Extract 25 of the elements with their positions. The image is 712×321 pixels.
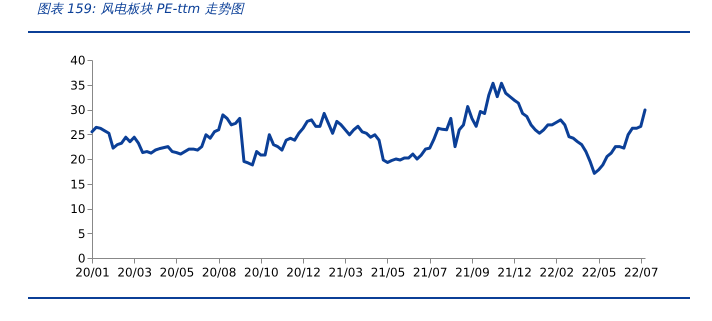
x-tick-label: 22/05 — [582, 266, 616, 280]
line-series — [90, 82, 646, 175]
x-tick-label: 20/03 — [117, 266, 152, 280]
y-tick-label: 20 — [70, 152, 86, 166]
y-tick-label: 15 — [70, 177, 86, 192]
x-tick-label: 21/07 — [412, 266, 448, 280]
x-tick-label: 21/12 — [497, 266, 532, 280]
x-tick-label: 20/05 — [160, 266, 194, 280]
x-tick-label: 20/12 — [286, 266, 321, 280]
y-tick-label: 35 — [70, 78, 86, 92]
x-tick-label: 20/08 — [202, 266, 236, 280]
y-tick-label: 10 — [70, 202, 86, 216]
y-tick-label: 5 — [78, 226, 86, 241]
x-tick-label: 20/10 — [244, 266, 279, 280]
x-tick-label: 21/03 — [328, 266, 364, 280]
x-tick-label: 22/02 — [540, 266, 574, 280]
x-tick-label: 20/01 — [75, 266, 110, 280]
x-tick-label: 22/07 — [624, 266, 659, 280]
x-tick-label: 21/09 — [455, 266, 490, 280]
y-tick-label: 0 — [78, 252, 86, 266]
y-tick-label: 40 — [70, 54, 86, 68]
x-tick-label: 21/05 — [370, 266, 406, 280]
chart-title: 图表 159: 风电板块 PE-ttm 走势图 — [37, 2, 246, 17]
y-tick-label: 30 — [70, 103, 86, 117]
y-tick-label: 25 — [70, 128, 86, 142]
